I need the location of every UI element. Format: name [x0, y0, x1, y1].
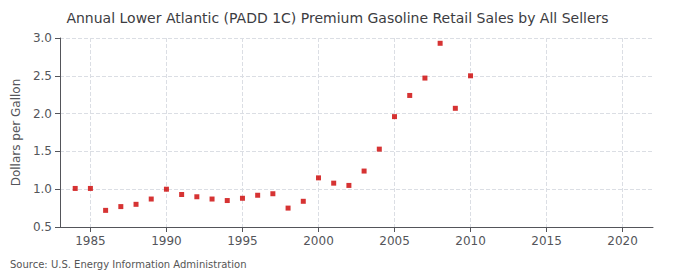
svg-text:1.5: 1.5	[33, 144, 52, 158]
svg-text:2020: 2020	[607, 234, 638, 248]
svg-text:Dollars per Gallon: Dollars per Gallon	[9, 79, 23, 187]
svg-text:2000: 2000	[303, 234, 334, 248]
svg-text:2010: 2010	[455, 234, 486, 248]
svg-text:3.0: 3.0	[33, 31, 52, 45]
svg-text:Annual Lower Atlantic (PADD 1C: Annual Lower Atlantic (PADD 1C) Premium …	[66, 10, 608, 26]
svg-text:2015: 2015	[531, 234, 562, 248]
svg-text:2.0: 2.0	[33, 107, 52, 121]
svg-text:1990: 1990	[151, 234, 182, 248]
svg-text:Source: U.S. Energy Informatio: Source: U.S. Energy Information Administ…	[10, 259, 247, 270]
svg-text:1985: 1985	[75, 234, 106, 248]
svg-text:1.0: 1.0	[33, 182, 52, 196]
svg-text:0.5: 0.5	[33, 220, 52, 234]
svg-text:2.5: 2.5	[33, 69, 52, 83]
svg-text:2005: 2005	[379, 234, 410, 248]
svg-text:1995: 1995	[227, 234, 258, 248]
